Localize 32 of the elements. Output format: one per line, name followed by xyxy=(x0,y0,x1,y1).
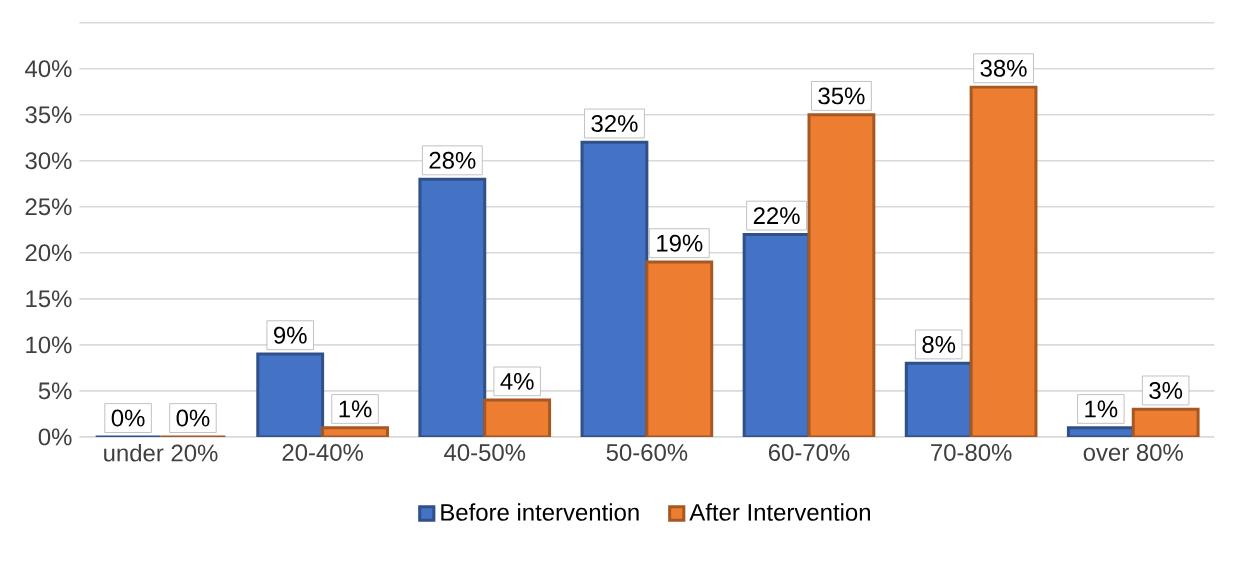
data-label: 3% xyxy=(1149,381,1183,399)
y-tick-label: 5% xyxy=(38,382,72,400)
data-label: 28% xyxy=(429,151,476,169)
data-label: 8% xyxy=(922,335,956,353)
data-label: 0% xyxy=(176,409,210,427)
data-label: 1% xyxy=(1085,400,1118,418)
y-tick-label: 40% xyxy=(25,60,72,77)
data-label: 22% xyxy=(753,206,800,224)
x-tick-label: 20-40% xyxy=(282,443,363,461)
data-label: 4% xyxy=(500,372,534,390)
data-label: 19% xyxy=(657,234,703,252)
y-tick-label: 30% xyxy=(25,152,72,170)
y-tick-label: 10% xyxy=(26,336,72,354)
y-tick-label: 0% xyxy=(38,428,72,446)
data-label: 35% xyxy=(818,87,865,105)
data-label: 1% xyxy=(339,400,372,418)
y-tick-label: 20% xyxy=(25,244,72,262)
x-tick-label: 40-50% xyxy=(444,443,526,461)
data-label: 0% xyxy=(111,409,145,427)
data-label: 32% xyxy=(591,114,638,132)
data-label: 9% xyxy=(274,326,307,344)
data-label: 38% xyxy=(980,59,1027,77)
legend-label: After Intervention xyxy=(689,503,870,521)
x-tick-label: over 80% xyxy=(1083,443,1183,461)
legend-label: Before intervention xyxy=(441,503,639,521)
y-tick-label: 35% xyxy=(25,106,72,123)
x-tick-label: 50-60% xyxy=(606,443,688,461)
y-tick-label: 15% xyxy=(26,290,72,308)
x-tick-label: 70-80% xyxy=(931,443,1012,461)
y-tick-label: 25% xyxy=(25,198,72,216)
x-tick-label: under 20% xyxy=(104,443,218,462)
x-tick-label: 60-70% xyxy=(768,443,850,461)
